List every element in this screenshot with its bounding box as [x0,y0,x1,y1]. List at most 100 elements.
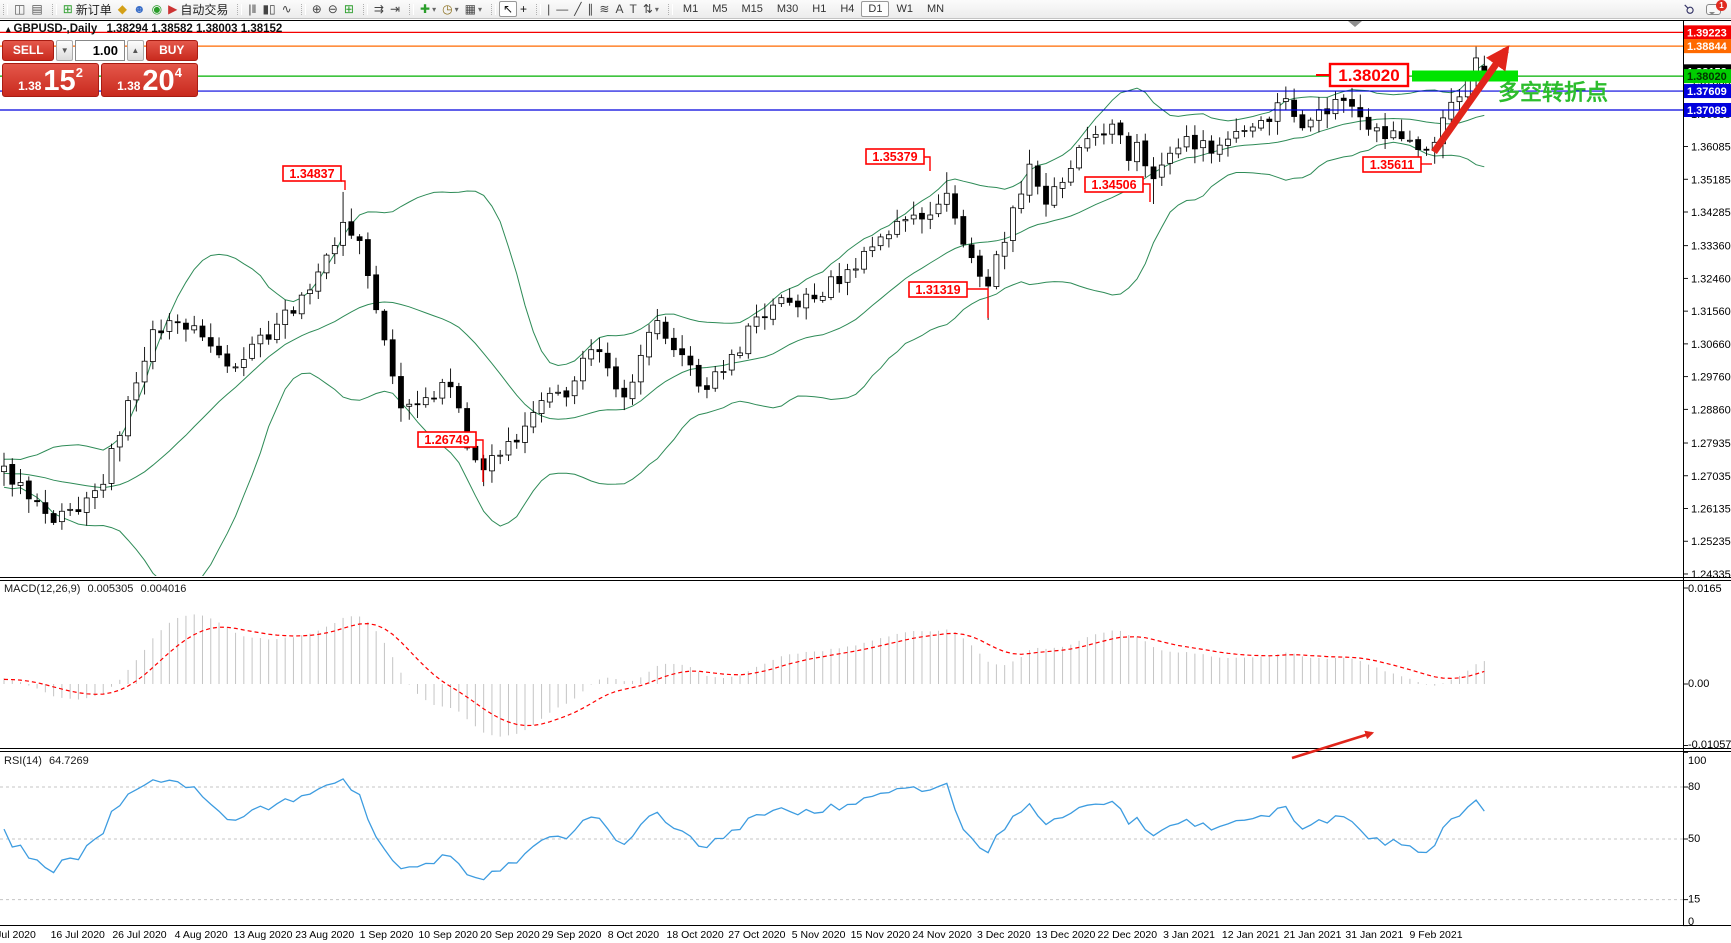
metaeditor-icon: ◆ [117,1,127,16]
cn-annotation-text[interactable]: 多空转折点 [1498,80,1608,105]
candlestick-icon: ▮▯ [262,1,276,16]
chart-title: ▴ GBPUSD-,Daily 1.38294 1.38582 1.38003 1… [6,23,282,35]
price-line-label: 1.38844 [1687,41,1728,53]
price-callout-box[interactable] [282,165,342,182]
date-label: 27 Oct 2020 [728,929,785,941]
buy-price-panel[interactable]: 1.38 20 4 [101,63,198,97]
zoom-in-icon[interactable]: ⊕ [309,1,325,17]
green-highlight-bar[interactable] [1412,70,1518,82]
metaeditor-icon[interactable]: ◆ [115,1,130,17]
vertical-line-button[interactable]: | [544,1,553,17]
macd-axis-tick: 0.0165 [1688,583,1722,595]
new-order-button[interactable]: ⊞ 新订单 [60,1,115,17]
templates-button: ▦ [464,1,476,16]
macd-pane [3,614,1485,737]
crosshair-button[interactable]: + [517,1,530,17]
community-icon[interactable]: ☻ [130,1,149,17]
chevron-down-icon: ▾ [432,4,437,14]
breakout-level-text: 1.38020 [1338,66,1399,85]
sell-price-big: 15 [43,65,76,97]
auto-scroll-icon[interactable]: ⇉ [371,1,387,17]
price-tick: 1.26135 [1691,503,1731,515]
line-chart-icon[interactable]: ∿ [279,1,295,17]
chart-shift-marker[interactable] [1348,21,1362,27]
timeframe-h4[interactable]: H4 [840,3,855,15]
toolbar-group: ✚ ▾ ◷ ▾ ▦ ▾ [406,0,488,18]
cursor-button: ↖ [502,1,514,16]
bar-chart-icon[interactable]: |‖ [245,1,259,17]
date-label: 29 Sep 2020 [542,929,602,941]
date-label: 3 Jan 2021 [1163,929,1215,941]
date-label: 3 Dec 2020 [977,929,1031,941]
trend-arrow[interactable] [1431,45,1510,155]
chart-profile-icon[interactable]: ▤ [28,1,45,17]
chart-shift-icon[interactable]: ⇥ [387,1,403,17]
periods-button[interactable]: ◷ ▾ [439,1,462,17]
text-button[interactable]: A [612,1,626,17]
volume-increase-button[interactable]: ▲ [127,40,144,61]
date-label: 20 Sep 2020 [480,929,540,941]
date-label: 13 Aug 2020 [233,929,292,941]
toolbar-group: ⊕ ⊖ ⊞ [298,0,360,18]
toolbar-group: ⇉ ⇥ [360,0,406,18]
sell-price-panel[interactable]: 1.38 15 2 [2,63,99,97]
date-axis: Jul 2020 16 Jul 2020 26 Jul 2020 4 Aug 2020… [0,929,1463,941]
timeframe-m30[interactable]: M30 [776,3,799,15]
date-label: 8 Oct 2020 [608,929,660,941]
volume-input[interactable] [75,40,125,61]
timeframe-m5[interactable]: M5 [712,3,728,15]
chart-window-icon: ◫ [14,1,26,16]
line-chart-icon: ∿ [281,1,292,16]
tile-windows-icon[interactable]: ⊞ [341,1,357,17]
equidistant-channel-button[interactable]: ∥ [584,1,596,17]
autotrade-button[interactable]: ▶ 自动交易 [165,1,231,17]
candlestick-icon[interactable]: ▮▯ [259,1,278,17]
candlesticks [1,46,1488,530]
notification-badge: 1 [1716,0,1727,11]
timeframe-w1[interactable]: W1 [896,3,913,15]
date-label: 31 Jan 2021 [1345,929,1403,941]
timeframe-h1[interactable]: H1 [812,3,827,15]
signal-icon[interactable]: ◉ [149,1,165,17]
chat-icon[interactable]: 1 [1706,0,1727,15]
price-line-label: 1.37609 [1687,86,1727,98]
chart-window-icon[interactable]: ◫ [11,1,28,17]
buy-button[interactable]: BUY [145,40,198,61]
price-line-label: 1.39223 [1687,27,1727,39]
fibonacci-button[interactable]: ≋ [596,1,612,17]
rsi-axis-tick: 50 [1688,833,1700,845]
price-tick: 1.32460 [1691,273,1731,285]
timeframe-d1[interactable]: D1 [861,1,890,17]
trendline-button[interactable]: ╱ [571,1,584,17]
indicators-button[interactable]: ✚ ▾ [417,1,439,17]
date-label: 13 Dec 2020 [1036,929,1096,941]
zoom-in-icon: ⊕ [311,1,322,16]
price-tick: 1.31560 [1691,306,1731,318]
price-callout-text: 1.35611 [1370,158,1415,172]
date-label: 10 Sep 2020 [418,929,478,941]
search-icon[interactable]: ⚲ [1680,0,1699,19]
rsi-trend-arrow[interactable] [1291,730,1375,760]
horizontal-line-button[interactable]: — [553,1,571,17]
price-callout-text: 1.34506 [1091,178,1136,192]
sell-button[interactable]: SELL [2,40,55,61]
arrows-button: ⇅ [642,1,653,16]
price-tick: 1.33360 [1691,241,1731,253]
timeframe-m1[interactable]: M1 [682,3,699,15]
macd-value: 0.005305 [87,583,134,595]
buy-price-big: 20 [142,65,175,97]
arrows-button[interactable]: ⇅ ▾ [640,1,662,17]
cursor-button[interactable]: ↖ [498,1,518,17]
text-label-button[interactable]: T [627,1,640,17]
volume-decrease-button[interactable]: ▼ [56,40,73,61]
timeframe-mn[interactable]: MN [926,3,945,15]
chevron-down-icon: ▾ [454,4,459,14]
zoom-out-icon[interactable]: ⊖ [325,1,341,17]
templates-button[interactable]: ▦ ▾ [462,1,485,17]
horizontal-line-button: — [556,1,569,16]
timeframe-m15[interactable]: M15 [741,3,763,15]
rsi-axis-tick: 80 [1688,781,1700,793]
date-label: Jul 2020 [0,929,36,941]
toolbar-group: ◫ ▤ [0,0,49,18]
